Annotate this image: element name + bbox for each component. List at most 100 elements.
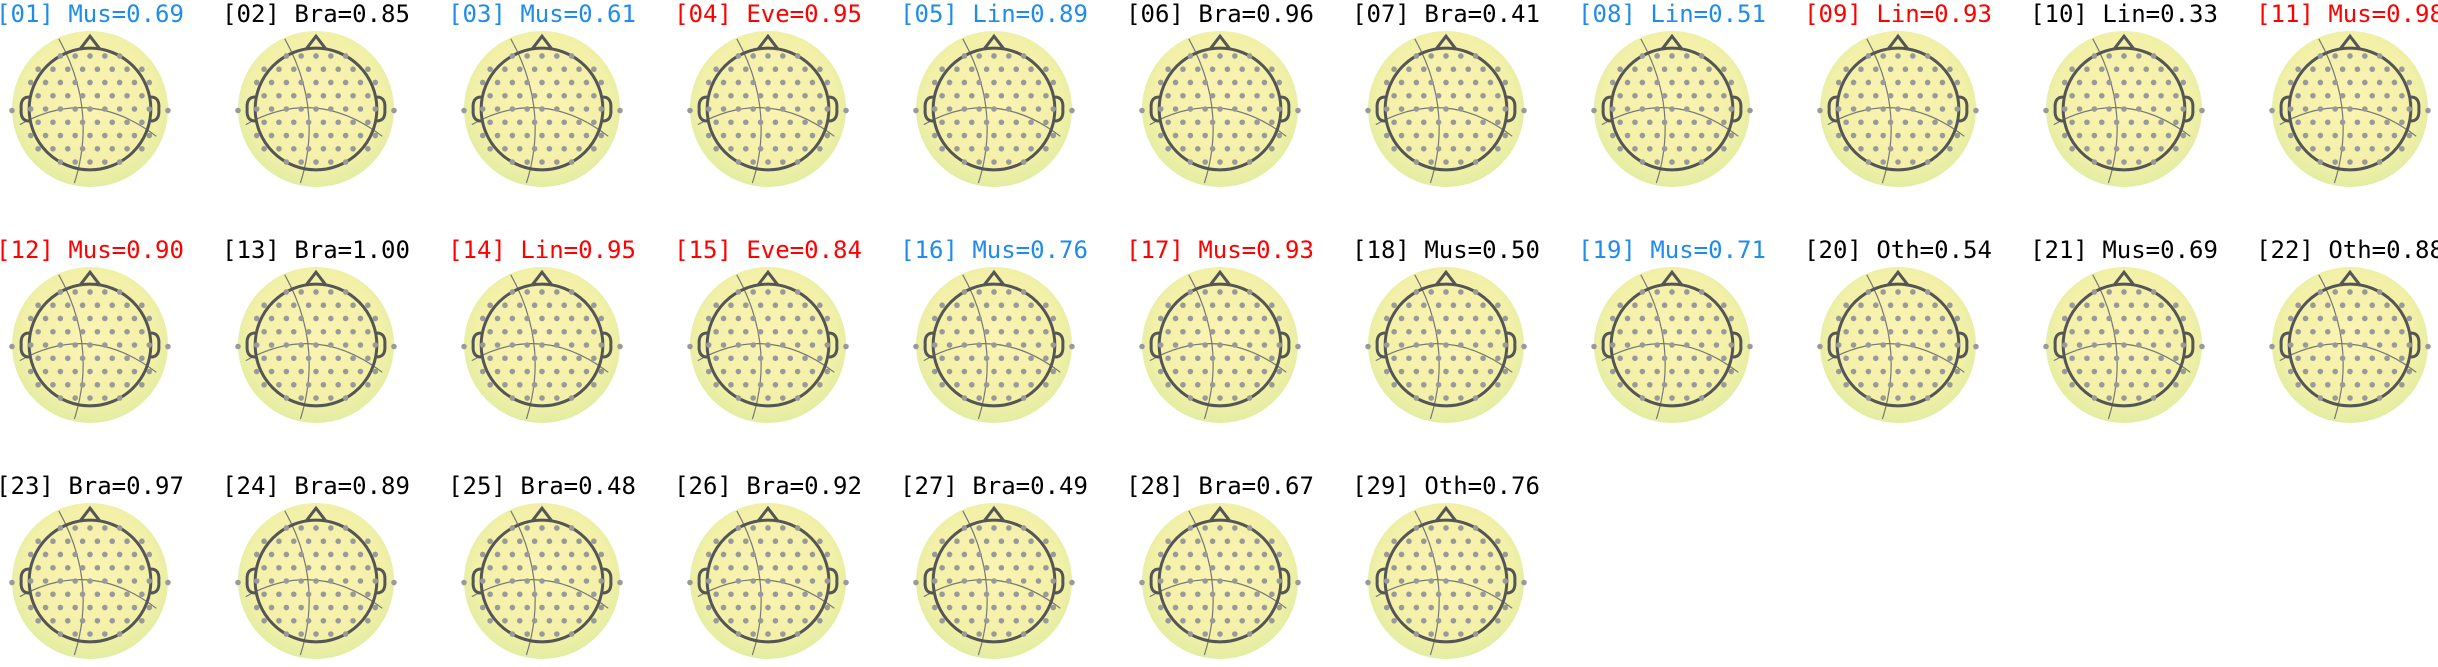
electrode: [1850, 79, 1857, 86]
electrode: [531, 145, 538, 152]
electrode: [1187, 604, 1194, 611]
electrode: [2310, 355, 2316, 362]
nose: [982, 269, 1006, 287]
electrode: [1013, 617, 1020, 624]
electrode: [2310, 92, 2316, 99]
electrode: [583, 106, 590, 112]
electrode: [772, 328, 779, 335]
electrode: [728, 66, 734, 73]
electrode: [2354, 66, 2361, 73]
electrode: [2106, 289, 2112, 295]
electrode: [1472, 551, 1479, 558]
ear-left: [2053, 331, 2064, 359]
electrode: [1676, 66, 1683, 73]
electrode: [487, 564, 493, 571]
electrode: [2199, 343, 2205, 350]
electrode: [1139, 343, 1145, 350]
electrode: [146, 604, 153, 611]
contour: [1866, 38, 1892, 184]
electrode: [2287, 79, 2294, 86]
electrode: [1865, 106, 1872, 112]
electrode: [57, 368, 64, 375]
electrode: [1269, 145, 1275, 152]
electrode: [735, 53, 742, 59]
electrode: [794, 395, 801, 401]
electrode: [1239, 538, 1246, 545]
electrode: [728, 92, 734, 99]
electrode: [1458, 53, 1464, 59]
electrode: [124, 381, 130, 388]
electrode: [1458, 106, 1464, 112]
electrode: [2376, 395, 2383, 401]
electrode: [1217, 604, 1223, 611]
electrode: [357, 368, 364, 375]
electrode: [765, 604, 771, 611]
electrode: [2406, 79, 2413, 86]
electrode: [365, 591, 371, 598]
electrode: [1684, 342, 1690, 348]
electrode: [1428, 551, 1434, 558]
electrode: [283, 525, 290, 531]
electrode: [1917, 66, 1924, 73]
electrode: [1917, 328, 1924, 335]
electrode: [1472, 53, 1479, 59]
electrode: [57, 53, 64, 59]
electrode: [568, 551, 575, 558]
electrode: [2399, 92, 2405, 99]
electrode: [283, 578, 290, 584]
electrode: [787, 92, 794, 99]
electrode: [305, 92, 312, 99]
electrode: [787, 66, 794, 73]
electrode: [290, 92, 297, 99]
electrode: [1728, 342, 1735, 348]
electrode: [139, 538, 145, 545]
ear-left: [471, 95, 482, 123]
electrode: [1194, 381, 1201, 388]
electrode: [742, 617, 749, 624]
electrode: [1684, 106, 1690, 112]
electrode: [1209, 355, 1216, 362]
electrode: [50, 355, 56, 362]
electrode: [939, 538, 945, 545]
ear-left: [697, 567, 708, 595]
electrode: [1413, 551, 1420, 558]
electrode: [583, 132, 590, 139]
electrode: [1020, 159, 1027, 165]
electrode: [787, 564, 794, 571]
electrode: [2302, 106, 2309, 112]
electrode: [946, 551, 953, 558]
electrode: [976, 578, 982, 584]
electrode: [1217, 368, 1223, 375]
electrode: [27, 342, 34, 348]
electrode: [1721, 355, 1727, 362]
electrode: [1246, 604, 1253, 611]
electrode: [1902, 92, 1909, 99]
electrode: [554, 289, 560, 295]
electrode: [1443, 132, 1449, 139]
electrode: [72, 53, 78, 59]
electrode: [94, 538, 101, 545]
electrode: [591, 355, 597, 362]
electrode: [50, 564, 56, 571]
electrode: [991, 53, 997, 59]
electrode: [1428, 368, 1434, 375]
electrode: [1654, 395, 1660, 401]
electrode: [1383, 79, 1390, 86]
electrode: [146, 106, 153, 112]
electrode: [1902, 145, 1909, 152]
ear-right: [1280, 331, 1291, 359]
electrode: [1232, 79, 1238, 86]
electrode: [2076, 79, 2083, 86]
electrode: [94, 591, 101, 598]
electrode: [1465, 617, 1472, 624]
electrode: [561, 355, 568, 362]
electrode: [954, 119, 960, 126]
ear-right: [1280, 567, 1291, 595]
electrode: [2158, 92, 2164, 99]
electrode: [2121, 53, 2127, 59]
electrode: [1472, 79, 1479, 86]
electrode: [146, 551, 153, 558]
electrode: [2069, 381, 2075, 388]
electrode: [998, 119, 1005, 126]
electrode: [1450, 591, 1457, 598]
